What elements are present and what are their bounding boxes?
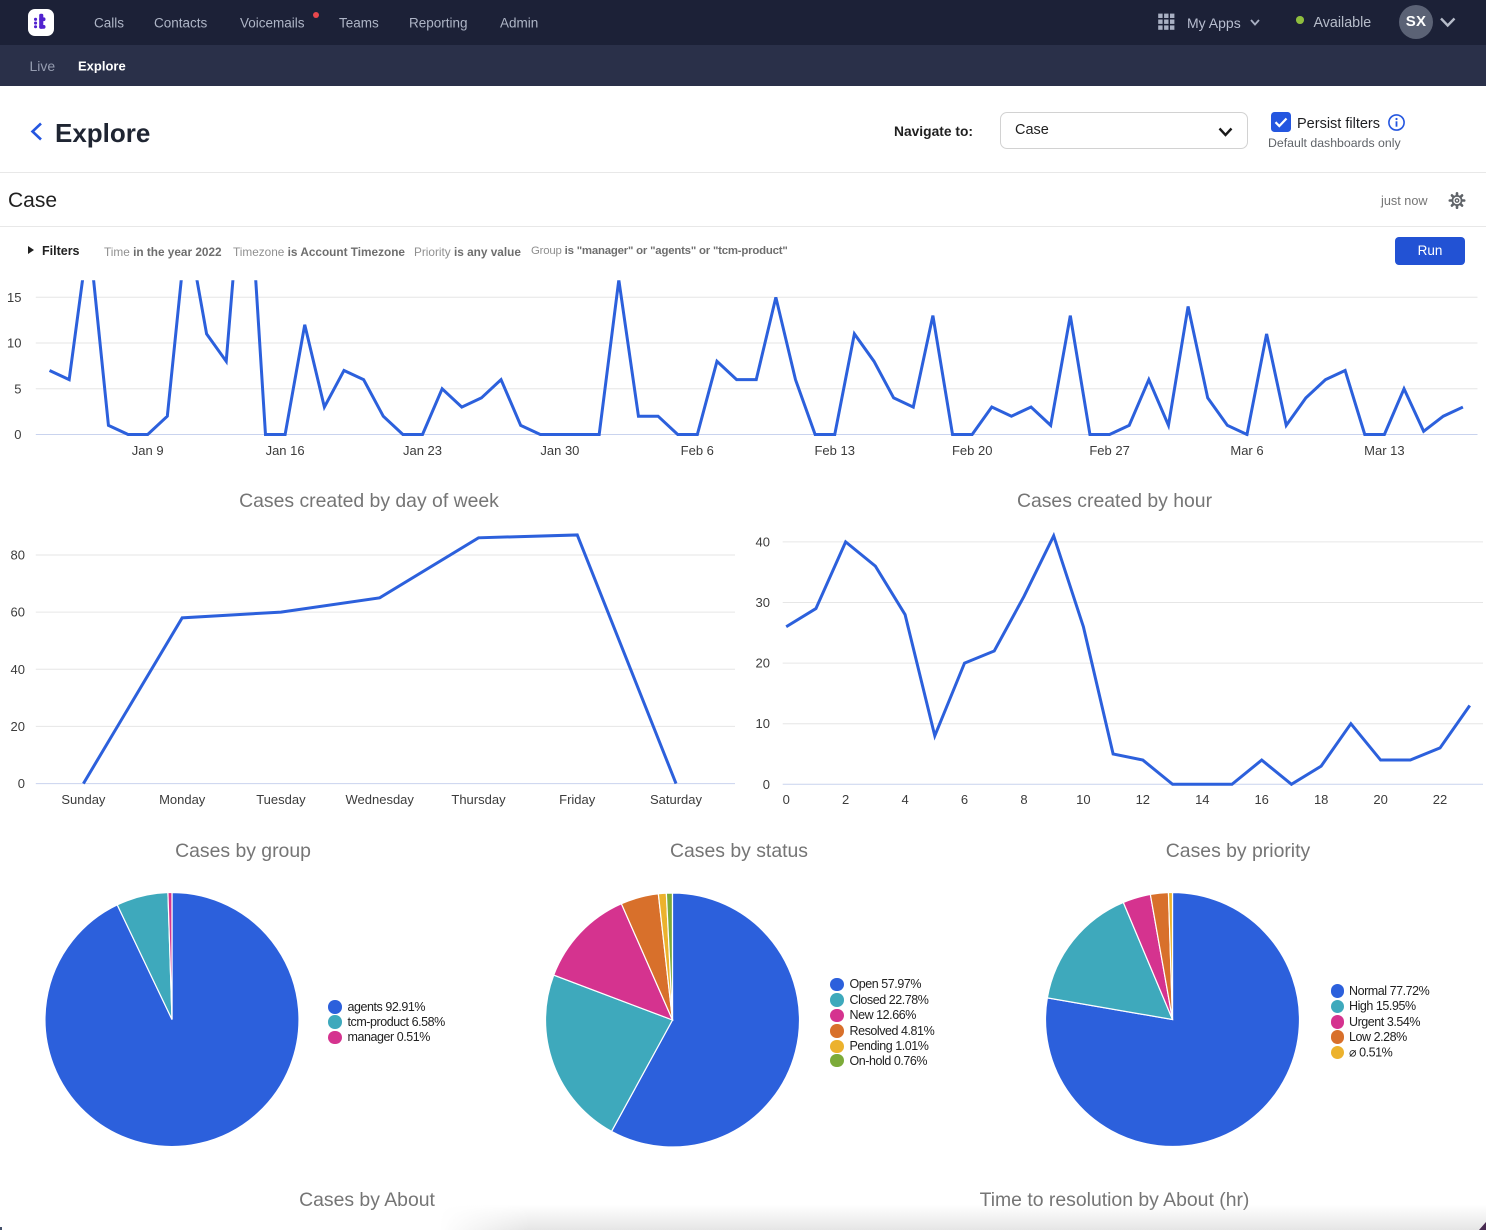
svg-text:Jan 16: Jan 16 bbox=[266, 443, 305, 458]
svg-text:0: 0 bbox=[783, 792, 790, 807]
svg-text:0: 0 bbox=[14, 427, 21, 442]
svg-text:Sunday: Sunday bbox=[61, 792, 106, 807]
svg-text:Thursday: Thursday bbox=[451, 792, 506, 807]
svg-text:Tuesday: Tuesday bbox=[256, 792, 306, 807]
svg-text:80: 80 bbox=[11, 548, 25, 563]
svg-text:2: 2 bbox=[842, 792, 849, 807]
svg-text:Jan 23: Jan 23 bbox=[403, 443, 442, 458]
svg-text:Jan 9: Jan 9 bbox=[132, 443, 164, 458]
svg-text:Monday: Monday bbox=[159, 792, 206, 807]
svg-text:18: 18 bbox=[1314, 792, 1328, 807]
svg-text:Saturday: Saturday bbox=[650, 792, 703, 807]
svg-text:Friday: Friday bbox=[559, 792, 596, 807]
svg-text:10: 10 bbox=[756, 716, 770, 731]
svg-text:Mar 6: Mar 6 bbox=[1230, 443, 1263, 458]
svg-text:10: 10 bbox=[1076, 792, 1090, 807]
svg-text:30: 30 bbox=[756, 595, 770, 610]
svg-text:16: 16 bbox=[1254, 792, 1268, 807]
svg-text:4: 4 bbox=[901, 792, 908, 807]
svg-text:20: 20 bbox=[1373, 792, 1387, 807]
svg-text:40: 40 bbox=[11, 662, 25, 677]
svg-text:0: 0 bbox=[18, 776, 25, 791]
svg-text:22: 22 bbox=[1433, 792, 1447, 807]
svg-text:Wednesday: Wednesday bbox=[345, 792, 414, 807]
svg-text:8: 8 bbox=[1020, 792, 1027, 807]
svg-text:10: 10 bbox=[7, 336, 21, 351]
svg-text:60: 60 bbox=[11, 605, 25, 620]
svg-text:6: 6 bbox=[961, 792, 968, 807]
svg-text:Feb 20: Feb 20 bbox=[952, 443, 992, 458]
svg-text:5: 5 bbox=[14, 381, 21, 396]
svg-text:15: 15 bbox=[7, 290, 21, 305]
svg-text:0: 0 bbox=[763, 777, 770, 792]
svg-text:Mar 13: Mar 13 bbox=[1364, 443, 1404, 458]
svg-text:Feb 27: Feb 27 bbox=[1089, 443, 1129, 458]
svg-text:20: 20 bbox=[756, 656, 770, 671]
svg-text:14: 14 bbox=[1195, 792, 1209, 807]
svg-text:Jan 30: Jan 30 bbox=[540, 443, 579, 458]
svg-text:Feb 13: Feb 13 bbox=[814, 443, 854, 458]
svg-text:40: 40 bbox=[756, 534, 770, 549]
svg-text:12: 12 bbox=[1136, 792, 1150, 807]
svg-text:20: 20 bbox=[11, 719, 25, 734]
svg-text:Feb 6: Feb 6 bbox=[681, 443, 714, 458]
